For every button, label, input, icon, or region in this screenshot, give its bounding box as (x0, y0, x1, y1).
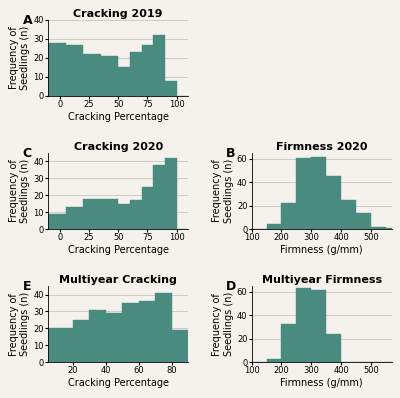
Bar (341, 200, 356, 229)
X-axis label: Firmness (g/mm): Firmness (g/mm) (280, 245, 363, 255)
Text: E: E (23, 280, 31, 293)
Bar (326, 176, 341, 229)
Y-axis label: Frequency of
Seedlings (n): Frequency of Seedlings (n) (9, 292, 30, 356)
Bar (118, 204, 130, 229)
Bar (172, 330, 188, 362)
Text: B: B (226, 147, 236, 160)
Bar (130, 200, 142, 229)
Bar (89, 310, 106, 362)
Title: Cracking 2019: Cracking 2019 (74, 9, 163, 19)
Bar (48, 43, 66, 96)
Text: D: D (226, 280, 236, 293)
Bar (142, 45, 153, 96)
X-axis label: Cracking Percentage: Cracking Percentage (68, 112, 169, 122)
Bar (48, 214, 66, 229)
Bar (66, 207, 83, 229)
Bar (296, 158, 311, 229)
Bar (371, 227, 386, 229)
Bar (282, 203, 296, 229)
Bar (83, 54, 101, 96)
Bar (311, 156, 326, 229)
Bar (165, 158, 177, 229)
Bar (356, 213, 371, 229)
Y-axis label: Frequency of
Seedlings (n): Frequency of Seedlings (n) (9, 159, 30, 223)
Text: C: C (23, 147, 32, 160)
Bar (130, 52, 142, 96)
Bar (122, 303, 139, 362)
X-axis label: Cracking Percentage: Cracking Percentage (68, 378, 169, 388)
Text: A: A (23, 14, 32, 27)
Bar (266, 224, 282, 229)
Bar (101, 199, 118, 229)
Title: Firmness 2020: Firmness 2020 (276, 142, 368, 152)
Bar (153, 165, 165, 229)
Bar (282, 324, 296, 362)
Title: Cracking 2020: Cracking 2020 (74, 142, 163, 152)
Bar (165, 81, 177, 96)
Bar (118, 67, 130, 96)
Bar (83, 199, 101, 229)
Title: Multiyear Firmness: Multiyear Firmness (262, 275, 382, 285)
X-axis label: Cracking Percentage: Cracking Percentage (68, 245, 169, 255)
Bar (326, 334, 341, 362)
Bar (66, 45, 83, 96)
Bar (386, 228, 392, 229)
Bar (101, 56, 118, 96)
Bar (73, 320, 89, 362)
Bar (266, 359, 282, 362)
Bar (48, 328, 73, 362)
Y-axis label: Frequency of
Seedlings (n): Frequency of Seedlings (n) (212, 159, 234, 223)
Bar (142, 187, 153, 229)
Y-axis label: Frequency of
Seedlings (n): Frequency of Seedlings (n) (9, 26, 30, 90)
X-axis label: Firmness (g/mm): Firmness (g/mm) (280, 378, 363, 388)
Title: Multiyear Cracking: Multiyear Cracking (59, 275, 177, 285)
Y-axis label: Frequency of
Seedlings (n): Frequency of Seedlings (n) (212, 292, 234, 356)
Bar (311, 290, 326, 362)
Bar (296, 289, 311, 362)
Bar (139, 301, 155, 362)
Bar (155, 293, 172, 362)
Bar (106, 313, 122, 362)
Bar (153, 35, 165, 96)
